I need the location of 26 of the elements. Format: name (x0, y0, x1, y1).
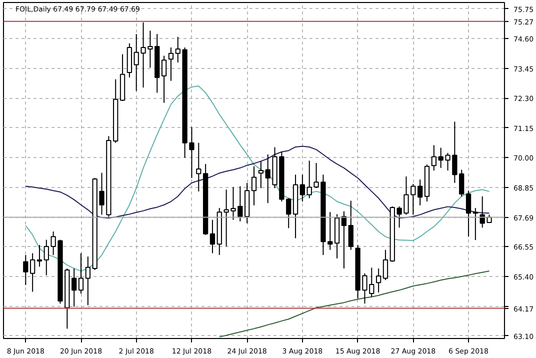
candlestick (382, 249, 388, 281)
candlestick (30, 252, 36, 292)
candlestick (376, 268, 382, 293)
candlestick (85, 256, 90, 306)
candlestick (78, 252, 84, 294)
candlestick (36, 244, 42, 268)
candlestick (286, 198, 292, 229)
candlestick (466, 190, 472, 238)
candlestick (258, 160, 264, 189)
candlestick (348, 200, 354, 250)
line-series (25, 146, 490, 219)
candlestick (72, 268, 77, 308)
candlestick (161, 55, 167, 104)
candlestick (23, 254, 28, 286)
candlestick (328, 212, 333, 250)
candlestick (431, 144, 436, 171)
candlestick (251, 166, 257, 206)
candlestick (306, 160, 312, 199)
candlestick (300, 174, 306, 202)
candlestick (418, 179, 423, 206)
candlestick (44, 239, 49, 276)
candlestick (472, 207, 478, 241)
candlestick (168, 46, 174, 82)
candlestick (210, 219, 216, 254)
line-series (218, 270, 490, 338)
candlestick (196, 142, 202, 192)
